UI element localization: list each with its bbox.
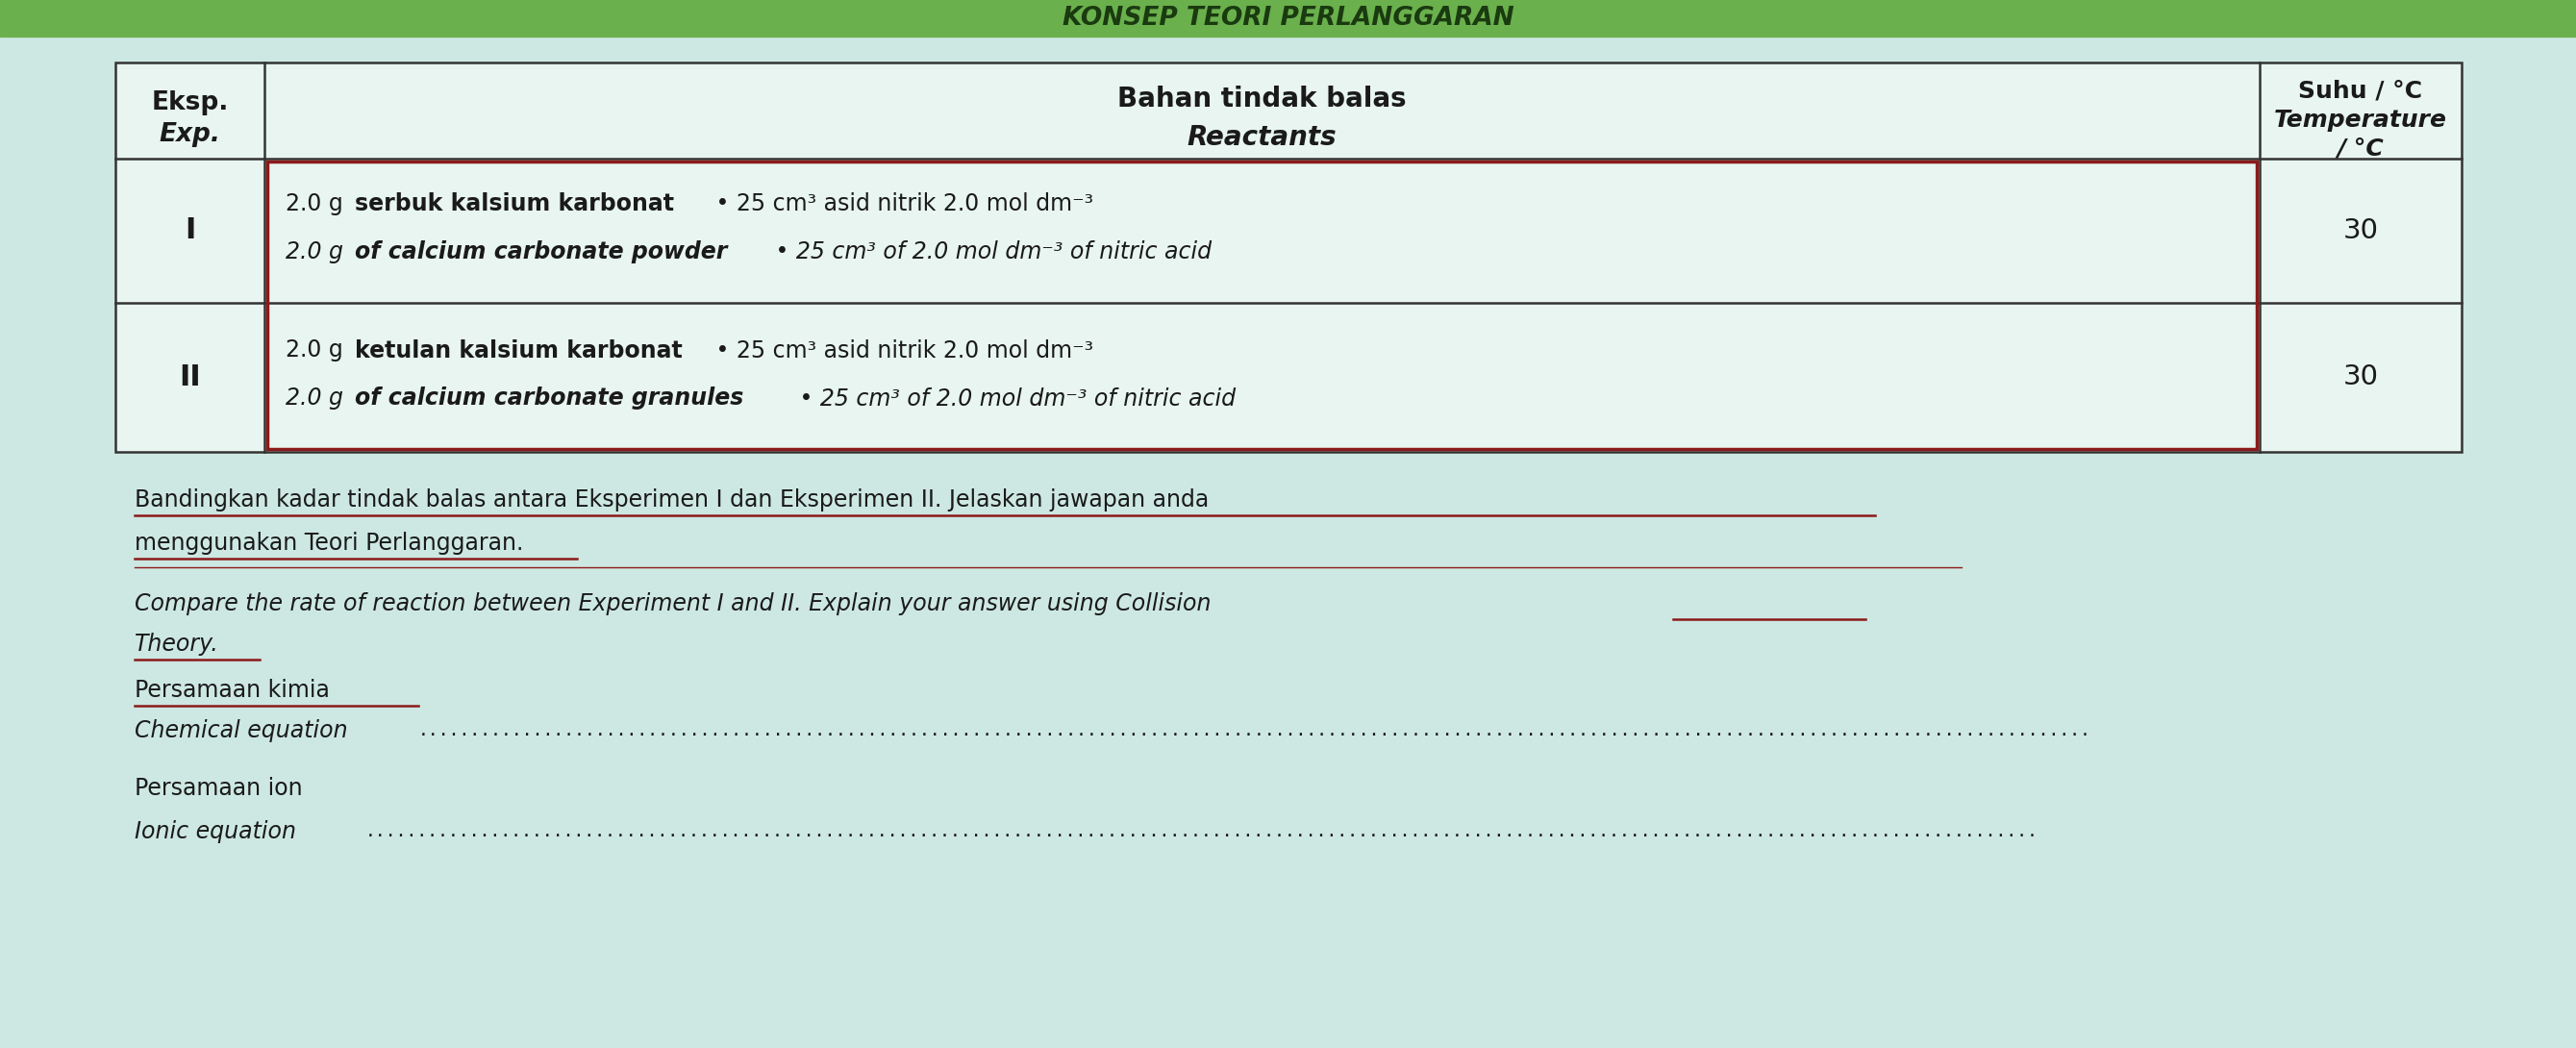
Text: Chemical equation: Chemical equation	[134, 719, 348, 742]
Text: ................................................................................: ........................................…	[366, 823, 2038, 840]
Text: ketulan kalsium karbonat: ketulan kalsium karbonat	[355, 339, 683, 362]
Text: KONSEP TEORI PERLANGGARAN: KONSEP TEORI PERLANGGARAN	[1061, 6, 1515, 30]
Text: Bahan tindak balas: Bahan tindak balas	[1118, 86, 1406, 112]
Text: • 25 cm³ asid nitrik 2.0 mol dm⁻³: • 25 cm³ asid nitrik 2.0 mol dm⁻³	[708, 339, 1092, 362]
Text: Persamaan ion: Persamaan ion	[134, 777, 301, 800]
Bar	[116, 63, 2463, 452]
Text: I: I	[185, 217, 196, 244]
Bar	[268, 161, 2257, 449]
Text: ................................................................................: ........................................…	[417, 722, 2092, 740]
Bar	[116, 63, 2463, 452]
Text: 2.0 g: 2.0 g	[286, 339, 343, 362]
Text: 2.0 g: 2.0 g	[286, 387, 343, 410]
Text: II: II	[178, 364, 201, 391]
Text: • 25 cm³ of 2.0 mol dm⁻³ of nitric acid: • 25 cm³ of 2.0 mol dm⁻³ of nitric acid	[768, 240, 1211, 263]
Text: 2.0 g: 2.0 g	[286, 192, 343, 216]
Text: Ionic equation: Ionic equation	[134, 821, 296, 844]
Text: of calcium carbonate powder: of calcium carbonate powder	[355, 240, 726, 263]
Text: Reactants: Reactants	[1188, 124, 1337, 151]
Text: 30: 30	[2342, 217, 2378, 244]
Text: of calcium carbonate granules: of calcium carbonate granules	[355, 387, 744, 410]
Text: Persamaan kimia: Persamaan kimia	[134, 679, 330, 702]
Text: Bandingkan kadar tindak balas antara Eksperimen I dan Eksperimen II. Jelaskan ja: Bandingkan kadar tindak balas antara Eks…	[134, 488, 1208, 511]
Text: / °C: / °C	[2336, 137, 2383, 160]
Text: menggunakan Teori Perlanggaran.: menggunakan Teori Perlanggaran.	[134, 531, 523, 554]
Text: serbuk kalsium karbonat: serbuk kalsium karbonat	[355, 192, 675, 216]
Text: • 25 cm³ asid nitrik 2.0 mol dm⁻³: • 25 cm³ asid nitrik 2.0 mol dm⁻³	[708, 192, 1092, 216]
Text: • 25 cm³ of 2.0 mol dm⁻³ of nitric acid: • 25 cm³ of 2.0 mol dm⁻³ of nitric acid	[793, 387, 1236, 410]
Text: Temperature: Temperature	[2275, 109, 2447, 132]
Text: Exp.: Exp.	[160, 123, 222, 147]
Text: Compare the rate of reaction between Experiment I and II. Explain your answer us: Compare the rate of reaction between Exp…	[134, 592, 1211, 615]
Text: Eksp.: Eksp.	[152, 90, 229, 115]
Text: Suhu / °C: Suhu / °C	[2298, 80, 2421, 103]
Text: Theory.: Theory.	[134, 633, 219, 656]
Bar	[0, 0, 2576, 37]
Text: 2.0 g: 2.0 g	[286, 240, 343, 263]
Text: 30: 30	[2342, 364, 2378, 391]
